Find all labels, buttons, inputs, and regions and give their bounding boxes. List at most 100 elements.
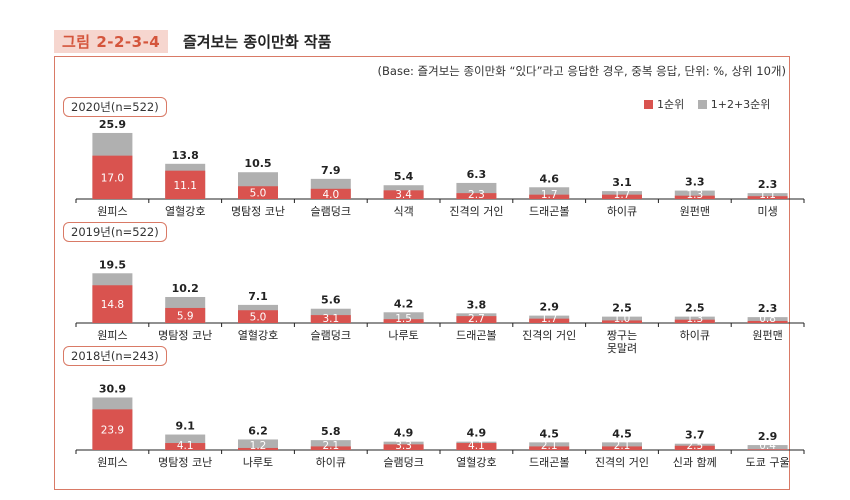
value-total-2019-6: 2.9 [539, 301, 559, 314]
bar-first-2020-8 [674, 195, 715, 199]
category-label-2019-8: 하이큐 [680, 328, 710, 342]
value-total-2019-7: 2.5 [612, 302, 632, 315]
value-total-2020-9: 2.3 [758, 178, 778, 191]
value-total-2020-8: 3.3 [685, 176, 705, 189]
bar-total-2019-7 [602, 316, 642, 323]
value-first-2018-6: 2.1 [541, 440, 558, 452]
category-label-2019-1: 명탐정 코난 [158, 329, 212, 342]
value-first-2020-2: 5.0 [250, 188, 267, 200]
category-label-2019-9: 원펀맨 [752, 329, 782, 342]
value-first-2020-1: 11.1 [174, 180, 197, 192]
value-total-2018-8: 3.7 [685, 429, 705, 442]
bar-total-2018-6 [529, 442, 570, 450]
value-first-2019-5: 2.7 [468, 313, 485, 325]
category-label-2020-3: 슬램덩크 [311, 205, 351, 218]
value-total-2020-4: 5.4 [394, 170, 414, 183]
figure-title: 즐겨보는 종이만화 작품 [183, 33, 332, 51]
value-first-2019-0: 14.8 [101, 299, 124, 311]
category-label-2019-2: 열혈강호 [238, 328, 278, 342]
value-total-2019-3: 5.6 [321, 294, 341, 307]
value-first-2020-5: 2.3 [468, 189, 485, 201]
bar-first-2019-9 [747, 320, 788, 323]
legend-swatch-total [697, 100, 707, 109]
bar-first-2018-3 [310, 446, 351, 450]
value-first-2018-3: 2.1 [322, 440, 339, 452]
bar-first-2020-0 [92, 155, 133, 199]
category-label-2018-4: 슬램덩크 [383, 456, 423, 469]
value-first-2019-1: 5.9 [177, 310, 194, 322]
category-label-2020-5: 진격의 거인 [449, 205, 503, 218]
bar-total-2020-6 [529, 187, 570, 199]
value-total-2018-3: 5.8 [321, 425, 341, 438]
value-first-2018-1: 4.1 [177, 440, 194, 452]
bar-first-2018-8 [674, 445, 715, 450]
category-label-2018-5: 열혈강호 [456, 455, 496, 469]
category-label-2018-0: 원피스 [97, 456, 127, 469]
category-label-2018-9: 도쿄 구울 [746, 456, 790, 469]
value-total-2020-0: 25.9 [99, 118, 126, 131]
bar-first-2018-0 [92, 409, 133, 450]
bar-first-2019-7 [602, 320, 642, 323]
value-first-2018-4: 3.3 [395, 440, 412, 452]
value-total-2020-3: 7.9 [321, 164, 341, 177]
legend-swatch-first [644, 100, 653, 109]
bar-first-2019-3 [310, 315, 351, 323]
value-total-2020-6: 4.6 [539, 172, 559, 185]
category-label-2020-0: 원피스 [97, 205, 127, 218]
value-total-2019-8: 2.5 [685, 302, 705, 315]
bar-first-2020-1 [165, 170, 206, 199]
bar-first-2019-8 [674, 319, 715, 323]
chart-frame [54, 56, 790, 490]
bar-first-2020-3 [310, 188, 351, 199]
value-total-2019-1: 10.2 [172, 282, 199, 295]
bar-first-2018-4 [383, 444, 424, 450]
value-first-2018-2: 1.2 [250, 440, 267, 452]
value-total-2018-1: 9.1 [175, 420, 195, 433]
bar-first-2018-6 [529, 446, 570, 450]
bar-first-2019-1 [165, 307, 206, 323]
value-first-2019-9: 0.8 [759, 313, 776, 325]
bar-first-2020-5 [456, 193, 497, 199]
category-label-2019-7-0: 짱구는 [607, 329, 637, 342]
bar-first-2019-4 [383, 319, 424, 323]
bar-total-2018-9 [747, 445, 788, 450]
bar-first-2018-9 [747, 449, 788, 450]
bar-total-2018-2 [238, 439, 278, 450]
value-total-2018-6: 4.5 [539, 427, 559, 440]
category-label-2019-6: 진격의 거인 [522, 329, 576, 342]
category-label-2018-8: 신과 함께 [673, 456, 717, 469]
bar-first-2020-6 [529, 194, 570, 199]
bar-total-2019-9 [747, 317, 788, 323]
bar-first-2020-7 [602, 194, 642, 199]
value-total-2019-0: 19.5 [99, 258, 126, 271]
bar-first-2018-2 [238, 447, 278, 450]
value-total-2019-5: 3.8 [467, 298, 487, 311]
bar-first-2020-2 [238, 186, 278, 199]
legend: 1순위 1+2+3순위 [644, 96, 780, 112]
value-first-2020-3: 4.0 [322, 189, 339, 201]
bar-first-2019-0 [92, 285, 133, 323]
bar-first-2018-7 [602, 446, 642, 450]
value-first-2018-9: 0.4 [759, 440, 776, 452]
value-first-2020-7: 1.7 [614, 189, 631, 201]
base-note: (Base: 즐겨보는 종이만화 “있다”라고 응답한 경우, 중복 응답, 단… [377, 64, 786, 78]
value-first-2019-3: 3.1 [322, 313, 339, 325]
value-total-2020-7: 3.1 [612, 176, 632, 189]
category-label-2019-0: 원피스 [97, 329, 127, 342]
category-label-2018-6: 드래곤볼 [529, 456, 569, 469]
value-first-2020-0: 17.0 [101, 172, 124, 184]
category-label-2018-7: 진격의 거인 [595, 456, 649, 469]
bar-first-2019-5 [456, 316, 497, 323]
value-total-2018-5: 4.9 [467, 427, 487, 440]
category-label-2019-3: 슬램덩크 [311, 329, 351, 342]
value-first-2020-8: 1.3 [686, 189, 703, 201]
legend-label-first: 1순위 [657, 98, 685, 111]
category-label-2018-2: 나루토 [243, 456, 273, 469]
category-label-2019-4: 나루토 [388, 329, 418, 342]
bar-first-2018-5 [456, 443, 497, 450]
value-total-2018-9: 2.9 [758, 430, 778, 443]
panel-title-2019: 2019년(n=522) [63, 222, 167, 242]
figure-label: 그림 2-2-3-4 [54, 30, 169, 53]
category-label-2020-6: 드래곤볼 [529, 205, 569, 218]
bar-total-2018-7 [602, 442, 642, 450]
